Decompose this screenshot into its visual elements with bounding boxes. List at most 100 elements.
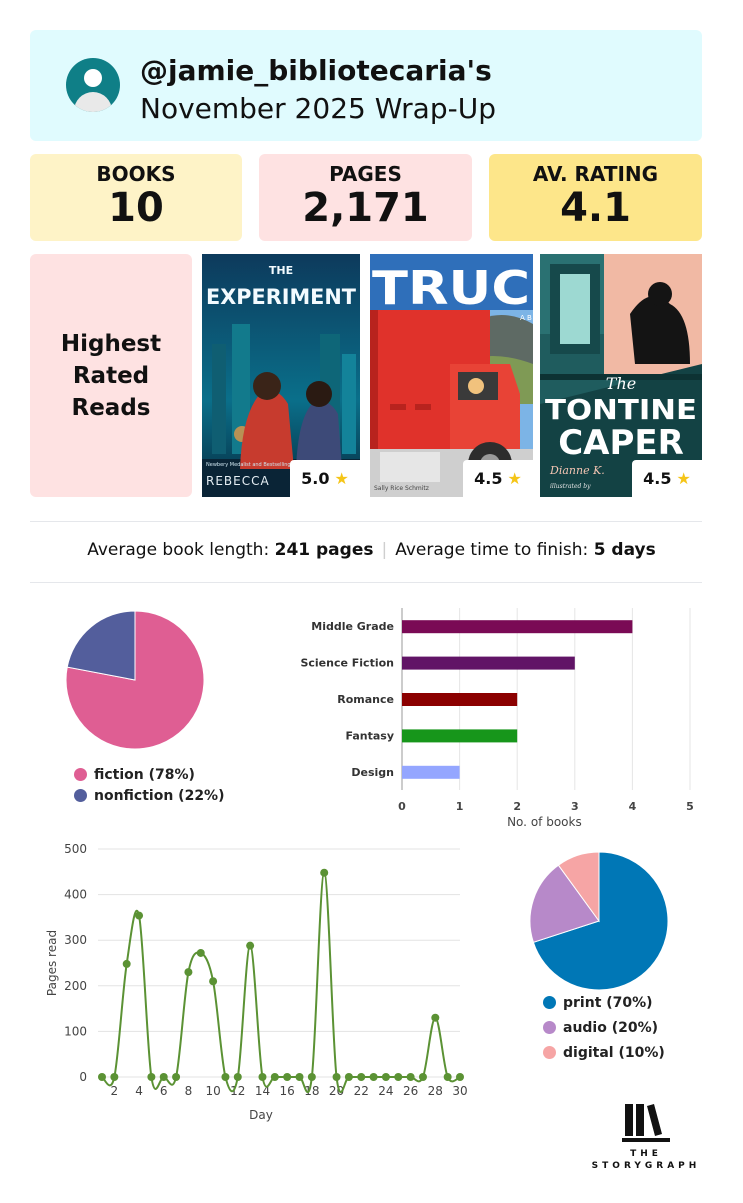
line-x-tick: 6 — [160, 1084, 168, 1098]
cover-3-illus: illustrated by — [550, 483, 591, 490]
fiction-pie-slice-fiction — [65, 610, 205, 750]
cover-1-blurb: Newbery Medalist and Bestselling — [206, 462, 291, 468]
legend-dot-nonfiction — [74, 789, 87, 802]
format-pie-slice-digital — [557, 851, 600, 923]
legend-item-nonfiction: nonfiction (22%) — [74, 785, 224, 806]
book-rating-value: 4.5 — [474, 469, 503, 488]
format-pie-slice-audio — [529, 864, 600, 943]
pages-read-point-day-1 — [98, 1073, 106, 1081]
pages-read-point-day-24 — [381, 1073, 390, 1081]
line-y-tick: 400 — [64, 888, 87, 902]
format-pie-chart[interactable] — [524, 846, 674, 996]
line-x-tick: 2 — [111, 1084, 119, 1098]
line-x-tick: 24 — [378, 1084, 393, 1098]
bar-category-label: Fantasy — [345, 729, 394, 742]
bar-x-tick: 0 — [398, 800, 406, 813]
pages-read-point-day-14 — [258, 1073, 267, 1081]
username[interactable]: @jamie_bibliotecaria's — [140, 54, 492, 87]
book-rating-badge: 4.5 ★ — [463, 460, 533, 497]
genre-bar-chart[interactable]: 0 1 2 3 4 5 Middle Grade Science Fiction Romance… — [290, 600, 710, 840]
book-rating-value: 4.5 — [643, 469, 672, 488]
highest-rated-label: Highest Rated Reads — [60, 330, 162, 421]
cover-3-the: The — [606, 374, 636, 393]
line-x-tick: 20 — [329, 1084, 344, 1098]
bar-x-tick: 1 — [456, 800, 464, 813]
avatar[interactable] — [66, 58, 120, 112]
pages-read-point-day-29 — [443, 1073, 452, 1081]
stat-pages-value: 2,171 — [302, 185, 429, 231]
pages-read-point-day-11 — [221, 1073, 230, 1081]
bar-x-tick: 5 — [686, 800, 694, 813]
storygraph-books-icon — [622, 1104, 670, 1142]
pages-read-point-day-6 — [159, 1073, 168, 1081]
cover-art-experiment: THE EXPERIMENT Newbery Medalist and Best… — [202, 254, 360, 497]
page-title: November 2025 Wrap-Up — [140, 92, 496, 125]
pages-read-point-day-10 — [209, 977, 218, 986]
bar-fantasy — [402, 729, 518, 743]
legend-dot-digital — [543, 1046, 556, 1059]
stat-books-value: 10 — [108, 185, 164, 231]
bar-x-tick: 4 — [629, 800, 637, 813]
pages-read-point-day-2 — [110, 1073, 119, 1081]
pages-read-point-day-9 — [196, 948, 205, 957]
legend-label-digital: digital (10%) — [563, 1044, 665, 1061]
pages-read-point-day-18 — [307, 1073, 316, 1081]
legend-label-audio: audio (20%) — [563, 1019, 659, 1036]
format-pie-legend: print (70%) audio (20%) digital (10%) — [543, 990, 665, 1065]
line-x-tick: 10 — [205, 1084, 220, 1098]
book-cover-truck[interactable]: TRUC A B Sally Rice Schmitz 4.5 ★ — [370, 254, 533, 497]
book-rating-value: 5.0 — [301, 469, 330, 488]
stat-pages-label: PAGES — [329, 162, 402, 186]
stat-books-label: BOOKS — [96, 162, 176, 186]
pages-read-point-day-17 — [295, 1073, 304, 1081]
pages-read-point-day-4 — [135, 911, 144, 920]
line-y-axis-label: Pages read — [45, 930, 59, 996]
book-cover-the-tontine-caper[interactable]: The TONTINE CAPER Dianne K. illustrated … — [540, 254, 702, 497]
line-x-tick: 18 — [304, 1084, 319, 1098]
pages-read-point-day-8 — [184, 968, 193, 977]
avg-time-label: Average time to finish: — [395, 540, 589, 560]
bar-science-fiction — [402, 656, 575, 670]
brand-line2: STORYGRAPH — [591, 1161, 701, 1171]
cover-3-title-a: TONTINE — [545, 393, 697, 426]
wrap-up-header: @jamie_bibliotecaria's November 2025 Wra… — [30, 30, 702, 141]
line-y-tick: 300 — [64, 933, 87, 947]
fiction-pie-slice-nonfiction — [66, 610, 136, 681]
pages-read-point-day-7 — [172, 1073, 181, 1081]
divider-bottom — [30, 582, 702, 583]
avatar-head — [84, 69, 102, 87]
legend-item-print: print (70%) — [543, 990, 665, 1015]
pages-read-point-day-19 — [320, 868, 329, 877]
star-icon: ★ — [507, 469, 522, 488]
stat-pages: PAGES 2,171 — [259, 154, 472, 241]
bar-category-label: Romance — [337, 693, 394, 706]
legend-dot-audio — [543, 1021, 556, 1034]
storygraph-logo[interactable]: THE STORYGRAPH — [590, 1102, 702, 1172]
fiction-pie-legend: fiction (78%) nonfiction (22%) — [74, 764, 224, 806]
legend-item-fiction: fiction (78%) — [74, 764, 224, 785]
line-x-axis-label: Day — [249, 1108, 273, 1122]
bar-category-label: Design — [351, 766, 394, 779]
bar-x-tick: 3 — [571, 800, 579, 813]
highest-rated-label-box: Highest Rated Reads — [30, 254, 192, 497]
legend-dot-fiction — [74, 768, 87, 781]
avg-time-value: 5 days — [593, 540, 656, 560]
bar-romance — [402, 693, 518, 706]
avatar-body — [74, 92, 112, 112]
legend-dot-print — [543, 996, 556, 1009]
book-cover-the-experiment[interactable]: THE EXPERIMENT Newbery Medalist and Best… — [202, 254, 360, 497]
pages-read-point-day-16 — [283, 1073, 292, 1081]
cover-2-author: Sally Rice Schmitz — [374, 485, 429, 492]
cover-3-title-b: CAPER — [558, 423, 684, 463]
pages-read-point-day-3 — [122, 959, 131, 968]
line-y-tick: 500 — [64, 842, 87, 856]
line-x-tick: 22 — [354, 1084, 369, 1098]
bar-design — [402, 765, 460, 779]
stat-rating-value: 4.1 — [560, 185, 631, 231]
cover-3-author: Dianne K. — [549, 464, 605, 477]
star-icon: ★ — [334, 469, 349, 488]
fiction-pie-chart[interactable] — [60, 605, 210, 755]
stat-rating: AV. RATING 4.1 — [489, 154, 702, 241]
bar-x-tick: 2 — [513, 800, 521, 813]
